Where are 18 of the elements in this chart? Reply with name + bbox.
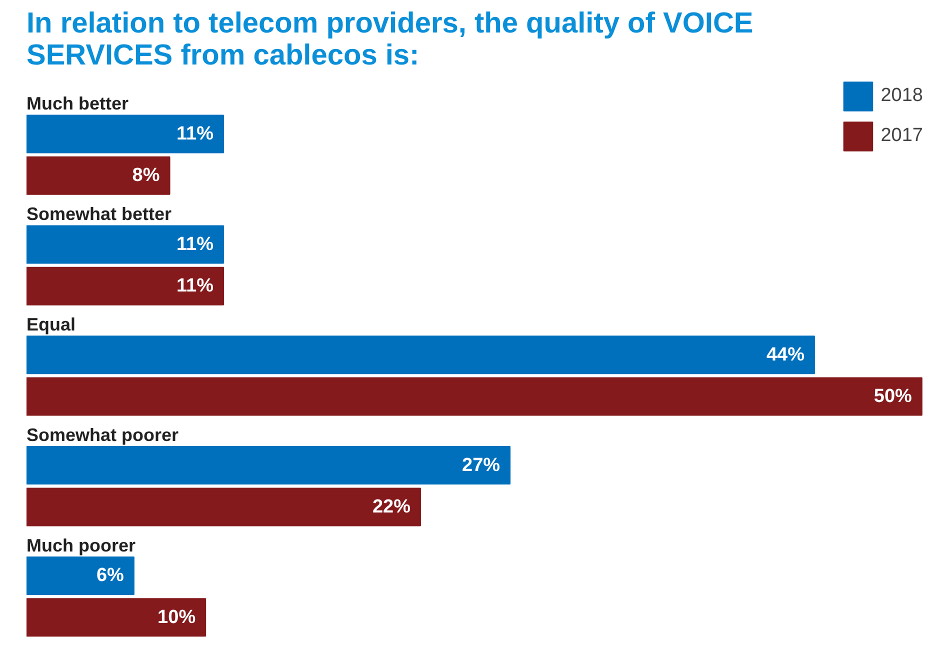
data-label: 10%: [158, 606, 196, 628]
data-label: 50%: [874, 386, 912, 408]
data-label: 6%: [96, 565, 124, 586]
legend-label: 2018: [880, 85, 923, 107]
legend-label: 2017: [880, 125, 923, 147]
y-tick-label: Much poorer: [26, 535, 136, 556]
chart-title: In relation to telecom providers, the quality of VOICE SERVICES from cablecos is:: [26, 8, 754, 72]
data-label: 27%: [462, 454, 500, 476]
y-tick-label: Equal: [26, 314, 76, 334]
data-label: 11%: [176, 276, 214, 297]
data-label: 8%: [132, 165, 160, 186]
y-tick-label: Much better: [26, 94, 129, 114]
data-label: 11%: [176, 234, 214, 255]
data-label: 11%: [176, 124, 214, 145]
data-label: 44%: [766, 344, 805, 366]
y-tick-label: Somewhat poorer: [26, 424, 179, 445]
data-label: 22%: [372, 496, 411, 518]
y-tick-label: Somewhat better: [26, 204, 172, 224]
